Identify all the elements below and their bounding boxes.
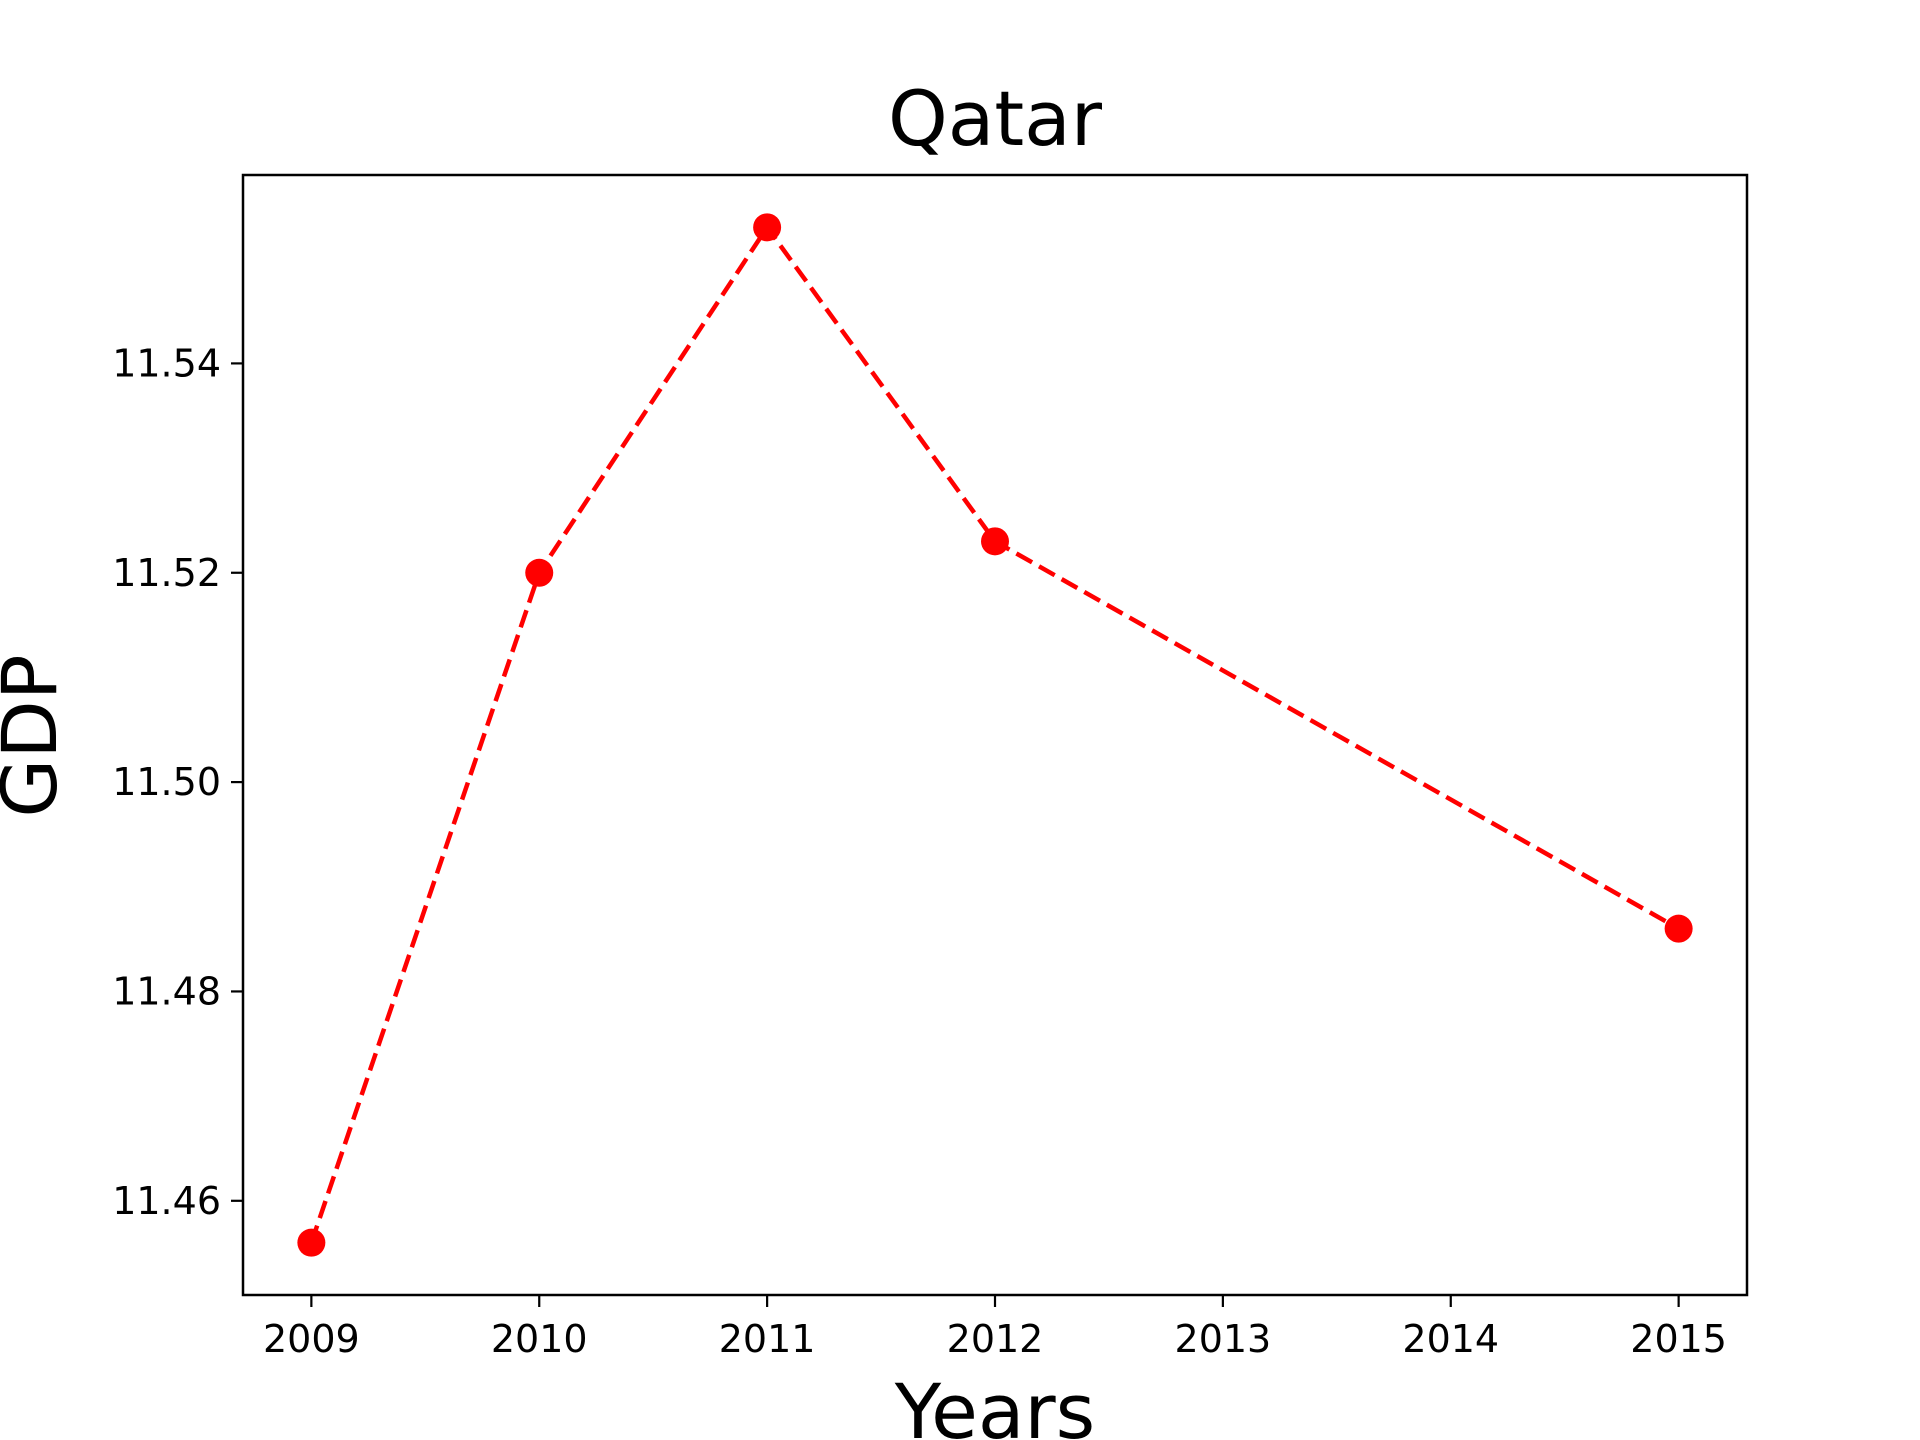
x-tick-label: 2015 [1630, 1317, 1727, 1361]
x-axis-ticks: 2009 2010 2011 2012 2013 2014 2015 [263, 1295, 1727, 1361]
x-axis-title: Years [894, 1367, 1096, 1440]
data-point [297, 1228, 326, 1257]
y-tick-label: 11.52 [112, 551, 221, 595]
y-axis-ticks: 11.46 11.48 11.50 11.52 11.54 [112, 341, 243, 1223]
data-point [525, 558, 554, 587]
x-tick-label: 2009 [263, 1317, 360, 1361]
x-tick-label: 2012 [947, 1317, 1044, 1361]
x-tick-label: 2010 [491, 1317, 588, 1361]
x-tick-label: 2014 [1402, 1317, 1499, 1361]
y-tick-label: 11.54 [112, 341, 221, 385]
series-layer [297, 213, 1693, 1257]
x-tick-label: 2013 [1175, 1317, 1272, 1361]
y-axis-title: GDP [0, 654, 74, 817]
data-point [981, 527, 1009, 556]
data-point [753, 213, 782, 242]
chart-title: Qatar [888, 74, 1103, 163]
y-tick-label: 11.48 [112, 969, 221, 1013]
data-point [1664, 914, 1693, 943]
x-tick-label: 2011 [719, 1317, 816, 1361]
y-tick-label: 11.50 [112, 760, 221, 804]
y-tick-label: 11.46 [112, 1179, 221, 1223]
